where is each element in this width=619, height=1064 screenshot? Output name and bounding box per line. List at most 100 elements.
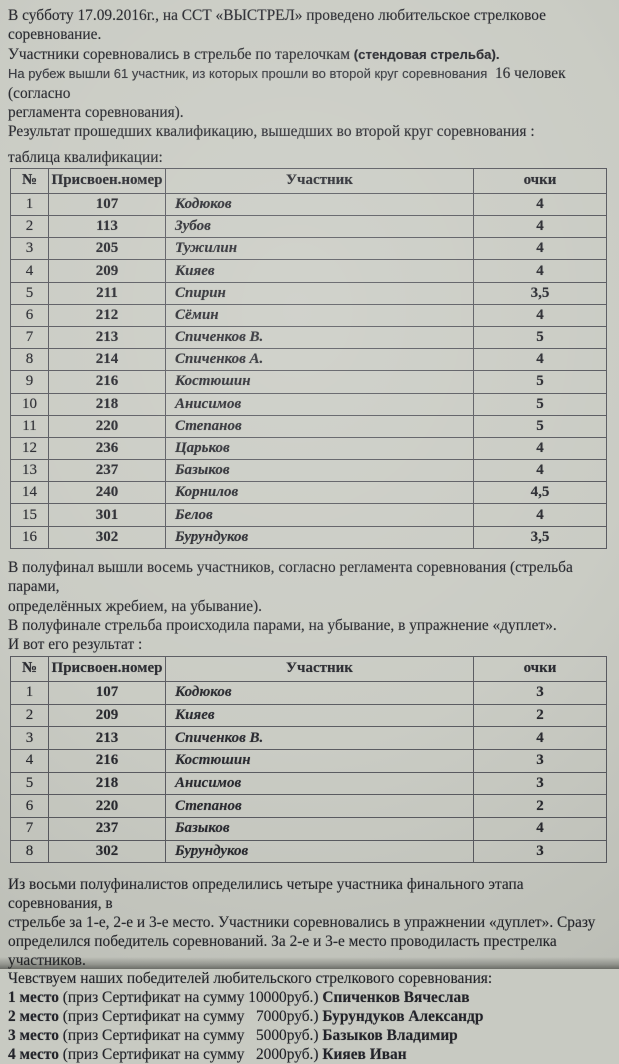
table-cell: Белов <box>165 503 474 527</box>
table-cell: 4 <box>10 259 49 283</box>
text-line: регламента соревнования). <box>8 103 611 122</box>
qualification-table-label: таблица квалификации: <box>8 148 163 166</box>
text-line: определился победитель соревнований. За … <box>8 933 611 971</box>
winner-place: 3 место <box>8 1026 59 1044</box>
table-cell: 4,5 <box>473 481 607 505</box>
table-cell: 2 <box>10 703 49 728</box>
table-row: 14 240 Корнилов 4,5 <box>10 481 607 505</box>
table-cell: Спиченков А. <box>165 348 474 372</box>
table-cell: 4 <box>473 436 607 461</box>
table-cell: 5 <box>473 414 607 438</box>
table-cell: 8 <box>10 348 49 372</box>
table-row: 3 213 Спиченков В. 4 <box>10 726 607 750</box>
table-cell: 237 <box>48 817 166 841</box>
winners-list: 1 место (приз Сертификат на сумму 10000р… <box>0 989 619 1064</box>
intro-line4: регламента соревнования). <box>8 104 184 122</box>
table-cell: 2 <box>473 703 607 728</box>
table-cell: 213 <box>48 726 166 750</box>
table-cell: Спиченков В. <box>165 726 474 750</box>
table-row: 7 237 Базыков 4 <box>10 817 607 841</box>
column-header-number: № <box>10 167 49 194</box>
table-cell: 3 <box>10 726 49 750</box>
table-cell: Степанов <box>165 414 474 438</box>
table-cell: 214 <box>48 348 166 372</box>
table-cell: 220 <box>48 794 166 818</box>
final-paragraph: Из восьми полуфиналистов определились че… <box>0 876 619 989</box>
table-cell: 236 <box>48 436 166 461</box>
table-cell: Зубов <box>165 215 474 239</box>
final-line3: определился победитель соревнований. За … <box>8 932 561 969</box>
table-cell: 15 <box>10 503 49 527</box>
text-line: В субботу 17.09.2016г., на ССТ «ВЫСТРЕЛ»… <box>8 6 611 45</box>
table-cell: 2 <box>10 215 49 239</box>
table-cell: 8 <box>10 839 49 864</box>
winner-name: Спиченков Вячеслав <box>322 989 470 1007</box>
table-cell: 7 <box>10 817 49 841</box>
table-cell: 4 <box>473 726 607 750</box>
qualification-table: № Присвоен.номер Участник очки 1 107 Кодюк… <box>10 167 607 549</box>
table-row: 2 209 Кияев 2 <box>10 703 607 728</box>
winner-line: 3 место (приз Сертификат на сумму 5000ру… <box>0 1027 619 1046</box>
table-cell: 3,5 <box>473 525 607 549</box>
table-row: 16 302 Бурундуков 3,5 <box>10 525 607 549</box>
table-cell: 205 <box>48 237 166 261</box>
table-row: 6 220 Степанов 2 <box>10 794 607 818</box>
winner-line: 1 место (приз Сертификат на сумму 10000р… <box>0 989 619 1008</box>
table-row: 3 205 Тужилин 4 <box>10 237 607 261</box>
table-cell: 5 <box>473 370 607 394</box>
table-row: 5 218 Анисимов 3 <box>10 771 607 796</box>
table-cell: 3 <box>10 237 49 261</box>
winner-name: Базыков Владимир <box>322 1026 458 1044</box>
table-row: 4 216 Костюшин 3 <box>10 748 607 773</box>
table-cell: 5 <box>473 392 607 416</box>
text-line: Участники соревновались в стрельбе по та… <box>8 45 611 64</box>
table-cell: 4 <box>473 459 607 483</box>
table-cell: 9 <box>10 370 49 394</box>
table-cell: Анисимов <box>165 771 474 796</box>
table-cell: Степанов <box>165 794 474 818</box>
table-row: 13 237 Базыков 4 <box>10 459 607 483</box>
semifinal-paragraph: В полуфинал вышли восемь участников, сог… <box>0 558 619 655</box>
table-cell: Кодюков <box>165 680 474 705</box>
semifinal-line1b: определённых жребием, на убывание). <box>8 597 263 615</box>
winner-prize: (приз Сертификат на сумму 7000руб.) <box>58 1007 323 1025</box>
semifinal-line1a: В полуфинал вышли восемь участников, сог… <box>8 558 577 596</box>
table-cell: Спиченков В. <box>165 325 474 350</box>
table-cell: 216 <box>48 370 166 394</box>
table-row: 12 236 Царьков 4 <box>10 436 607 461</box>
column-header-participant: Участник <box>165 655 474 682</box>
text-line: определённых жребием, на убывание). <box>8 597 611 616</box>
table-cell: 2 <box>473 794 607 818</box>
table-cell: 5 <box>473 325 607 350</box>
table-row: 4 209 Кияев 4 <box>10 259 607 283</box>
table-cell: 302 <box>48 839 166 864</box>
table-cell: 4 <box>473 303 607 327</box>
table-row: 2 113 Зубов 4 <box>10 215 607 239</box>
table-cell: 3 <box>473 839 607 864</box>
table-cell: 1 <box>10 192 49 217</box>
winner-line: 4 место (приз Сертификат на сумму 2000ру… <box>0 1046 619 1064</box>
table-cell: 4 <box>473 817 607 841</box>
table-cell: 301 <box>48 503 166 527</box>
column-header-number: № <box>10 655 49 682</box>
winner-prize: (приз Сертификат на сумму 5000руб.) <box>58 1026 323 1044</box>
column-header-assigned-number: Присвоен.номер <box>48 167 166 194</box>
text-line: В полуфинал вышли восемь участников, сог… <box>8 558 611 597</box>
table-row: 11 220 Степанов 5 <box>10 414 607 438</box>
table-cell: 4 <box>473 348 607 372</box>
table-cell: Кияев <box>165 703 474 728</box>
table-cell: 220 <box>48 414 166 438</box>
column-header-assigned-number: Присвоен.номер <box>48 655 166 682</box>
table-cell: 11 <box>10 414 49 438</box>
table-cell: Анисимов <box>165 392 474 416</box>
winner-prize: (приз Сертификат на сумму 2000руб.) <box>58 1045 323 1063</box>
table-row: 1 107 Кодюков 3 <box>10 680 607 705</box>
table-cell: Бурундуков <box>165 525 474 549</box>
table-cell: Кодюков <box>165 192 474 217</box>
table-cell: Тужилин <box>165 237 474 261</box>
table-cell: 237 <box>48 459 166 483</box>
intro-line3-serif: 16 человек (согласно <box>8 65 570 102</box>
text-line: На рубеж вышли 61 участник, из которых п… <box>8 64 611 103</box>
intro-line5: Результат прошедших квалификацию, вышедш… <box>8 123 535 141</box>
table-row: 15 301 Белов 4 <box>10 503 607 527</box>
